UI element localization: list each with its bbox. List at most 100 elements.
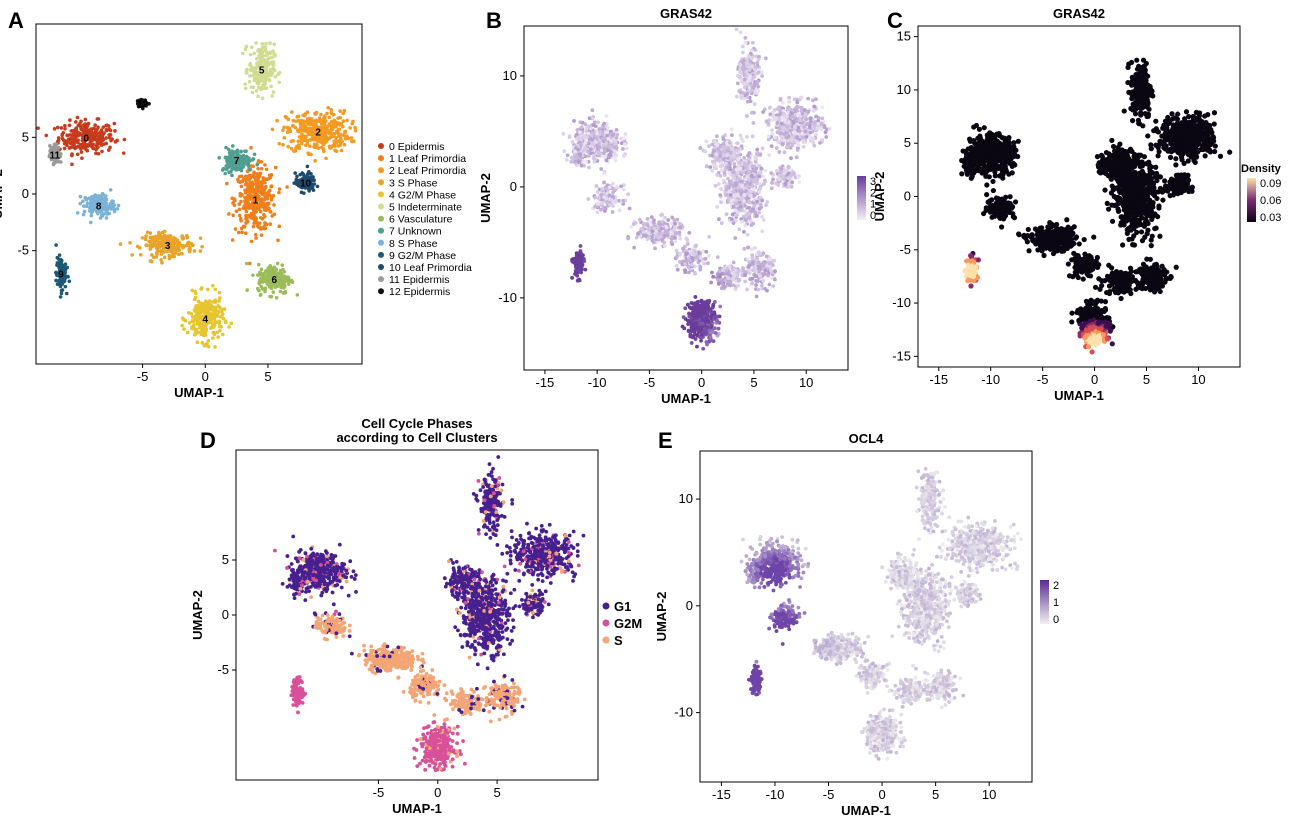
data-point — [758, 202, 763, 207]
data-point — [742, 246, 747, 251]
data-point — [257, 280, 262, 284]
data-point — [259, 166, 264, 171]
data-point — [319, 112, 323, 117]
data-point — [194, 330, 198, 335]
data-point — [249, 173, 254, 178]
data-point — [260, 96, 265, 101]
data-point — [139, 252, 143, 257]
data-point — [695, 344, 699, 349]
data-point — [66, 139, 71, 144]
cluster-label: 5 — [259, 65, 265, 76]
data-point — [239, 184, 244, 189]
data-point — [646, 227, 651, 232]
data-point — [259, 201, 264, 205]
data-point — [726, 198, 731, 203]
data-point — [708, 165, 713, 170]
data-point — [693, 244, 698, 248]
data-point — [268, 222, 273, 226]
data-point — [338, 109, 342, 113]
data-point — [345, 118, 349, 123]
data-point — [578, 130, 582, 135]
data-point — [247, 79, 252, 84]
data-point — [767, 261, 772, 266]
data-point — [159, 258, 163, 262]
data-point — [312, 145, 317, 150]
data-point — [733, 208, 738, 213]
data-point — [244, 174, 248, 179]
data-point — [741, 266, 745, 271]
data-point — [233, 227, 238, 231]
data-point — [340, 124, 345, 129]
data-point — [293, 125, 298, 130]
data-point — [757, 210, 761, 215]
series-2 — [270, 106, 358, 163]
data-point — [593, 195, 598, 200]
data-point — [296, 139, 301, 144]
data-point — [263, 46, 268, 50]
data-point — [686, 318, 690, 323]
data-point — [678, 251, 683, 256]
data-point — [243, 157, 248, 162]
data-point — [130, 253, 134, 257]
data-point — [90, 138, 94, 143]
data-point — [107, 135, 112, 140]
data-point — [675, 217, 680, 222]
data-point — [204, 342, 208, 346]
data-point — [718, 304, 723, 309]
data-point — [96, 117, 101, 121]
data-point — [63, 276, 68, 280]
data-point — [771, 284, 776, 289]
data-point — [75, 134, 80, 138]
data-point — [683, 261, 687, 266]
data-point — [128, 240, 132, 245]
data-point — [769, 268, 773, 273]
data-point — [749, 247, 754, 252]
data-point — [211, 330, 216, 335]
data-point — [325, 111, 329, 116]
data-point — [704, 249, 709, 254]
data-point — [715, 272, 720, 277]
data-point — [246, 205, 250, 209]
data-point — [286, 117, 291, 122]
data-point — [611, 181, 615, 186]
data-point — [733, 287, 738, 291]
data-point — [78, 121, 82, 126]
data-point — [684, 252, 688, 256]
data-point — [232, 166, 236, 171]
data-point — [317, 131, 322, 135]
data-point — [254, 220, 259, 224]
data-point — [763, 268, 768, 273]
data-point — [295, 293, 300, 297]
data-point — [252, 170, 256, 175]
data-point — [729, 127, 734, 132]
data-point — [323, 132, 328, 137]
data-point — [282, 125, 286, 130]
data-point — [167, 256, 172, 261]
data-point — [195, 340, 200, 345]
data-point — [281, 142, 285, 147]
data-point — [579, 142, 583, 147]
legend-entry: 4 G2/M Phase — [389, 189, 456, 201]
data-point — [259, 267, 264, 272]
data-point — [291, 138, 295, 143]
data-point — [268, 209, 272, 214]
data-point — [709, 323, 714, 328]
data-point — [210, 300, 215, 304]
data-point — [597, 142, 601, 147]
data-point — [213, 307, 218, 312]
data-point — [608, 145, 612, 149]
data-point — [85, 128, 90, 132]
data-point — [283, 289, 288, 294]
data-point — [206, 287, 210, 292]
data-point — [277, 281, 282, 286]
data-point — [662, 233, 667, 238]
data-point — [614, 127, 619, 132]
data-point — [714, 314, 719, 319]
data-point — [200, 330, 204, 334]
data-point — [264, 167, 269, 172]
data-point — [83, 196, 88, 200]
data-point — [173, 237, 178, 241]
data-point — [195, 311, 200, 316]
data-point — [269, 69, 273, 73]
data-point — [209, 307, 213, 311]
